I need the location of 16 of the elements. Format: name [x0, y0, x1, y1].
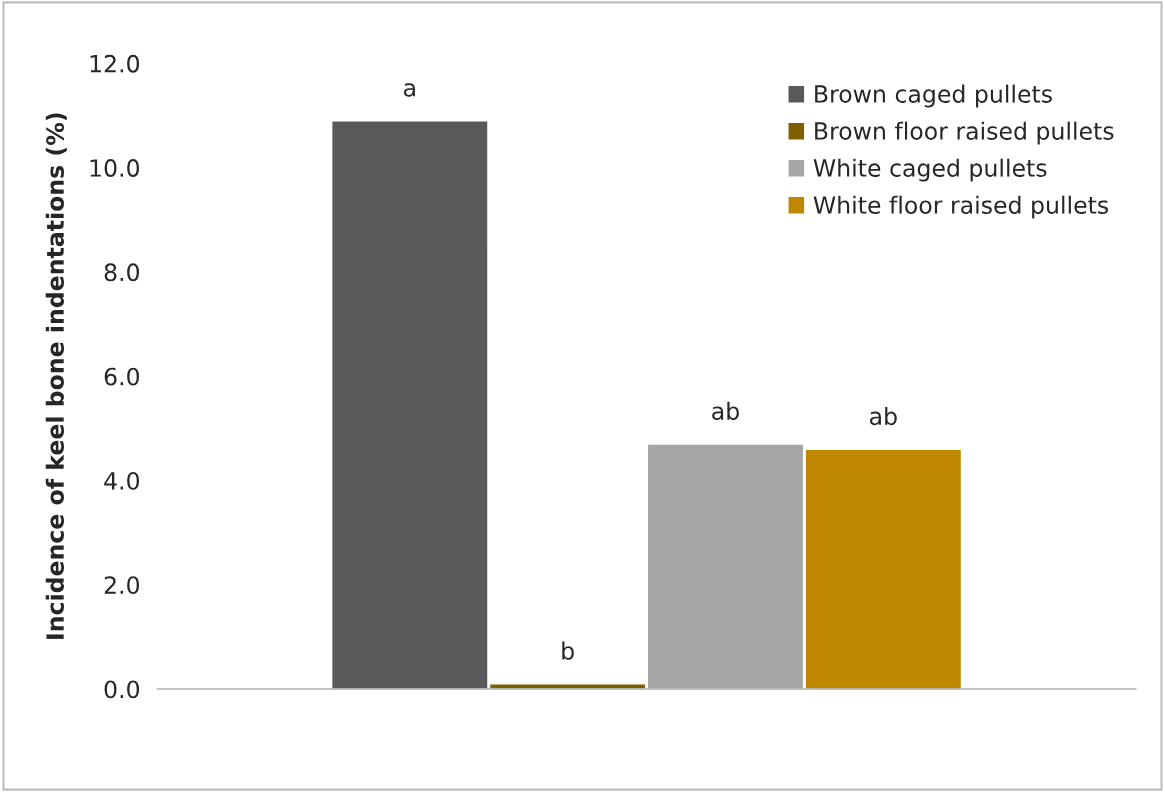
y-axis-title: Incidence of keel bone indentations (%) — [45, 113, 67, 639]
y-tick-label: 2.0 — [104, 576, 140, 595]
legend-label: White caged pullets — [813, 158, 1047, 182]
legend-label: White floor raised pullets — [813, 195, 1109, 219]
annotation: ab — [870, 406, 897, 426]
y-tick-label: 4.0 — [104, 471, 140, 490]
y-tick-label: 0.0 — [104, 680, 140, 699]
y-tick-label: 8.0 — [104, 263, 140, 282]
y-tick-label: 10.0 — [90, 159, 140, 177]
annotation: a — [404, 83, 415, 97]
y-tick-label: 12.0 — [90, 54, 140, 73]
annotation: b — [562, 641, 574, 660]
y-tick-label: 6.0 — [104, 367, 140, 386]
legend-label: Brown caged pullets — [815, 84, 1052, 108]
legend-label: Brown floor raised pullets — [815, 121, 1114, 145]
annotation: ab — [712, 401, 739, 420]
